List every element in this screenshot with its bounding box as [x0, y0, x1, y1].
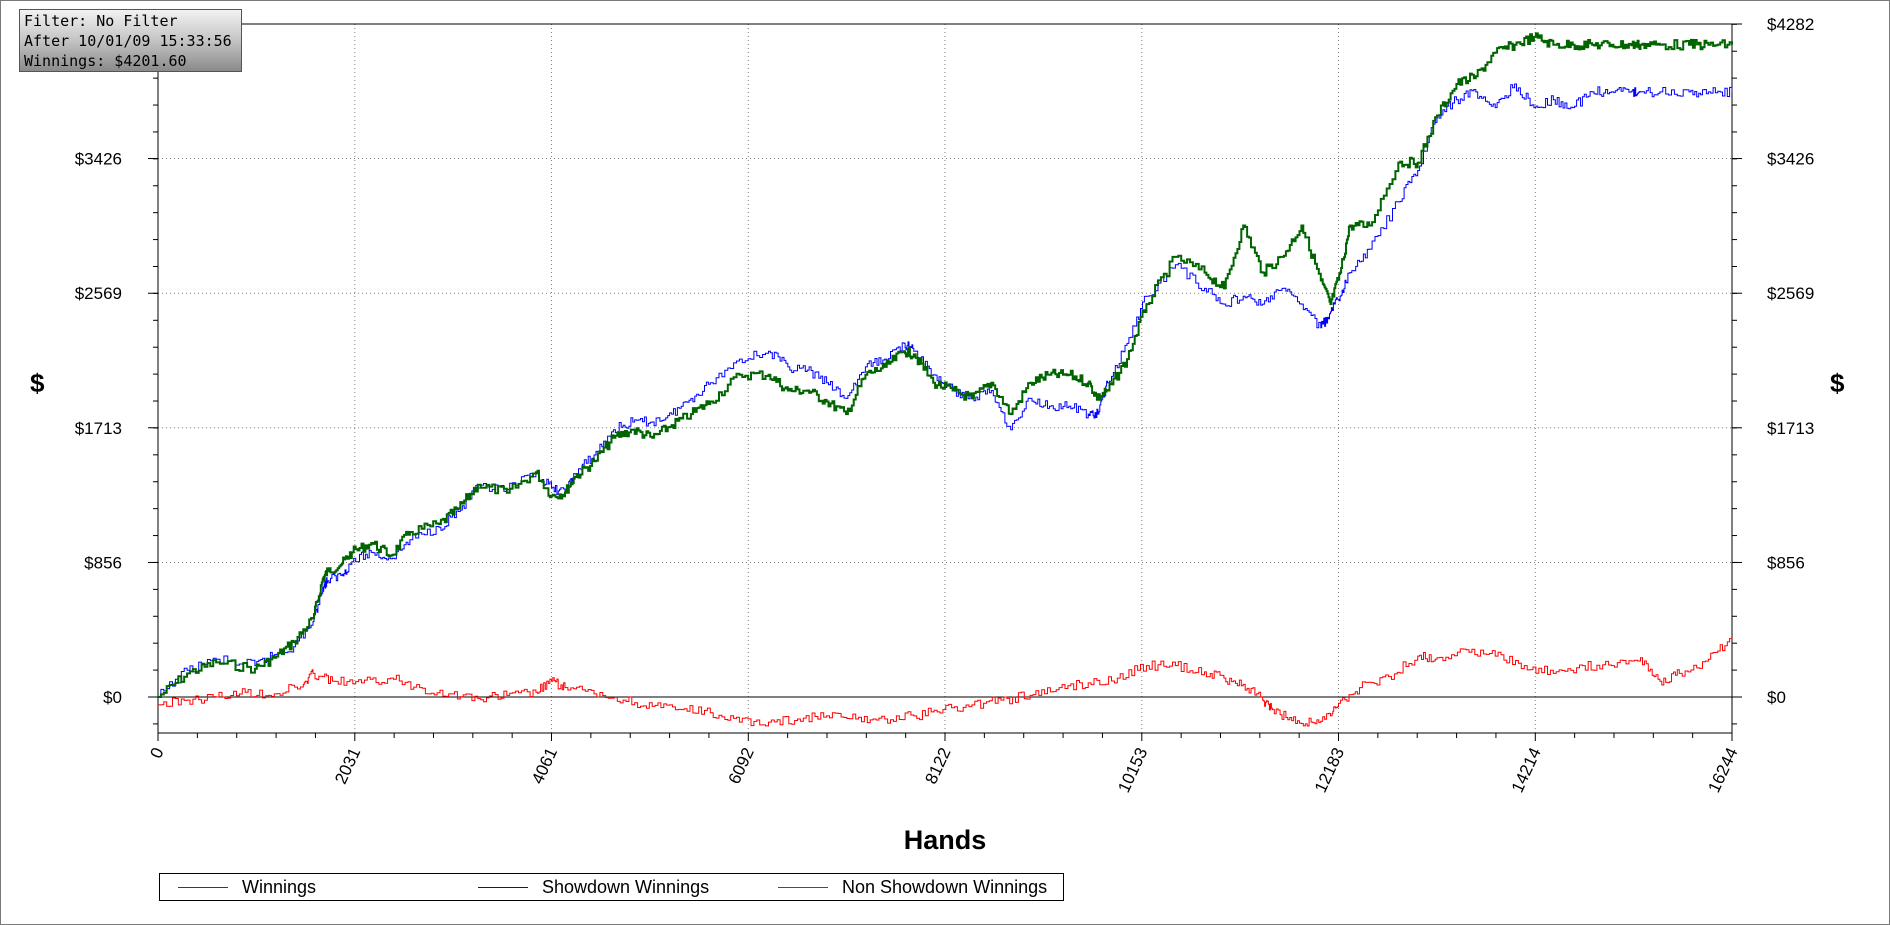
- filter-text: Filter: No Filter: [24, 12, 178, 30]
- y-tick-label-left: $2569: [75, 284, 122, 303]
- plot-area-border: [157, 23, 1733, 734]
- x-axis-title: Hands: [903, 825, 987, 855]
- winnings-total-text: Winnings: $4201.60: [24, 52, 187, 70]
- x-tick-label: 2031: [331, 745, 364, 787]
- legend: Winnings Showdown Winnings Non Showdown …: [159, 873, 1064, 901]
- legend-item-non-showdown: Non Showdown Winnings: [778, 874, 1047, 900]
- y-tick-label-left: $856: [84, 553, 122, 572]
- x-tick-label: 6092: [725, 745, 758, 787]
- y-tick-label-right: $856: [1767, 553, 1805, 572]
- legend-label-showdown: Showdown Winnings: [542, 876, 710, 897]
- y-axis-title-left: $: [30, 368, 45, 398]
- legend-swatch-winnings: [178, 886, 228, 888]
- y-tick-label-right: $1713: [1767, 419, 1814, 438]
- legend-item-showdown: Showdown Winnings: [478, 874, 709, 900]
- y-tick-label-right: $3426: [1767, 150, 1814, 169]
- filter-info-box: Filter: No Filter After 10/01/09 15:33:5…: [19, 9, 242, 72]
- x-tick-label: 10153: [1114, 745, 1151, 796]
- non-showdown-winnings-line: [158, 32, 1733, 698]
- y-axis-title-right: $: [1830, 368, 1845, 398]
- series: [158, 32, 1733, 727]
- x-tick-label: 0: [146, 745, 167, 762]
- axes: [148, 23, 1742, 741]
- legend-label-winnings: Winnings: [242, 876, 317, 897]
- y-tick-label-right: $2569: [1767, 284, 1814, 303]
- y-tick-label-left: $0: [103, 688, 122, 707]
- x-tick-label: 8122: [921, 745, 954, 787]
- x-tick-label: 4061: [528, 745, 561, 787]
- legend-swatch-showdown: [478, 886, 528, 888]
- legend-swatch-non-showdown: [778, 886, 828, 888]
- legend-label-non-showdown: Non Showdown Winnings: [842, 876, 1048, 897]
- y-tick-label-right: $4282: [1767, 15, 1814, 34]
- x-tick-label: 12183: [1311, 745, 1348, 796]
- winnings-line: [158, 638, 1733, 727]
- showdown-winnings-line: [158, 83, 1733, 698]
- y-tick-label-left: $3426: [75, 150, 122, 169]
- x-tick-label: 16244: [1704, 745, 1741, 796]
- y-tick-label-right: $0: [1767, 688, 1786, 707]
- x-tick-label: 14214: [1508, 745, 1545, 796]
- y-tick-label-left: $1713: [75, 419, 122, 438]
- after-date-text: After 10/01/09 15:33:56: [24, 32, 232, 50]
- legend-item-winnings: Winnings: [178, 874, 316, 900]
- grid: [158, 24, 1732, 733]
